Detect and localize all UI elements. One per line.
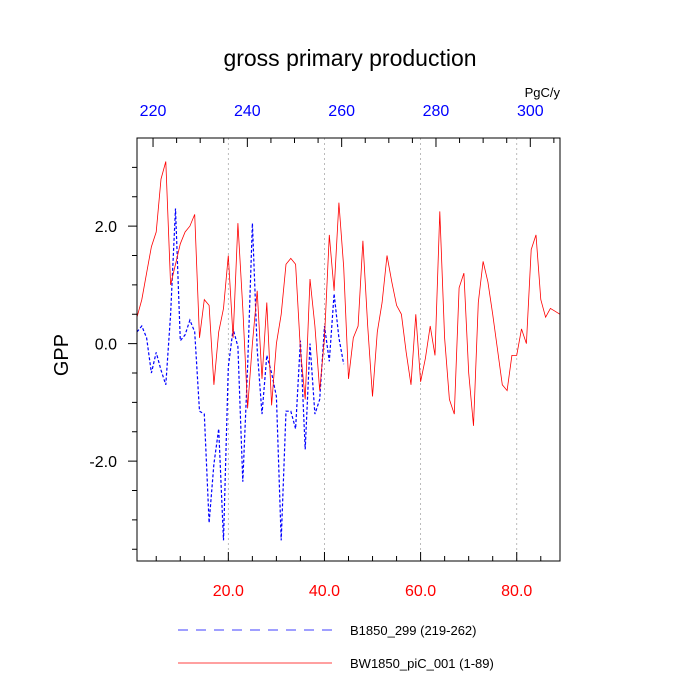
plot-frame [136, 137, 561, 562]
series-line-2 [136, 161, 561, 426]
bottom-tick-label: 80.0 [501, 583, 532, 600]
legend-label-2: BW1850_piC_001 (1-89) [350, 656, 494, 671]
bottom-tick-label: 60.0 [405, 583, 436, 600]
top-tick-label: 220 [140, 103, 167, 120]
chart-title: gross primary production [223, 45, 476, 71]
left-tick-label: -2.0 [89, 454, 117, 471]
left-tick-label: 2.0 [95, 219, 117, 236]
series-lines [136, 161, 561, 541]
y-axis-label: GPP [51, 334, 73, 376]
top-tick-label: 260 [328, 103, 355, 120]
top-tick-label: 240 [234, 103, 261, 120]
legend: B1850_299 (219-262) BW1850_piC_001 (1-89) [178, 623, 494, 671]
top-axis-unit: PgC/y [525, 85, 561, 100]
top-tick-label: 280 [423, 103, 450, 120]
legend-label-1: B1850_299 (219-262) [350, 623, 477, 638]
left-tick-label: 0.0 [95, 337, 117, 354]
top-tick-label: 300 [517, 103, 544, 120]
bottom-tick-label: 20.0 [213, 583, 244, 600]
grid-lines [227, 138, 518, 561]
bottom-tick-label: 40.0 [309, 583, 340, 600]
series-line-1 [136, 208, 345, 541]
axis-ticks: 20.0 40.0 60.0 80.0 220 240 260 280 300 2.0 0.0 -2.… [89, 103, 555, 600]
